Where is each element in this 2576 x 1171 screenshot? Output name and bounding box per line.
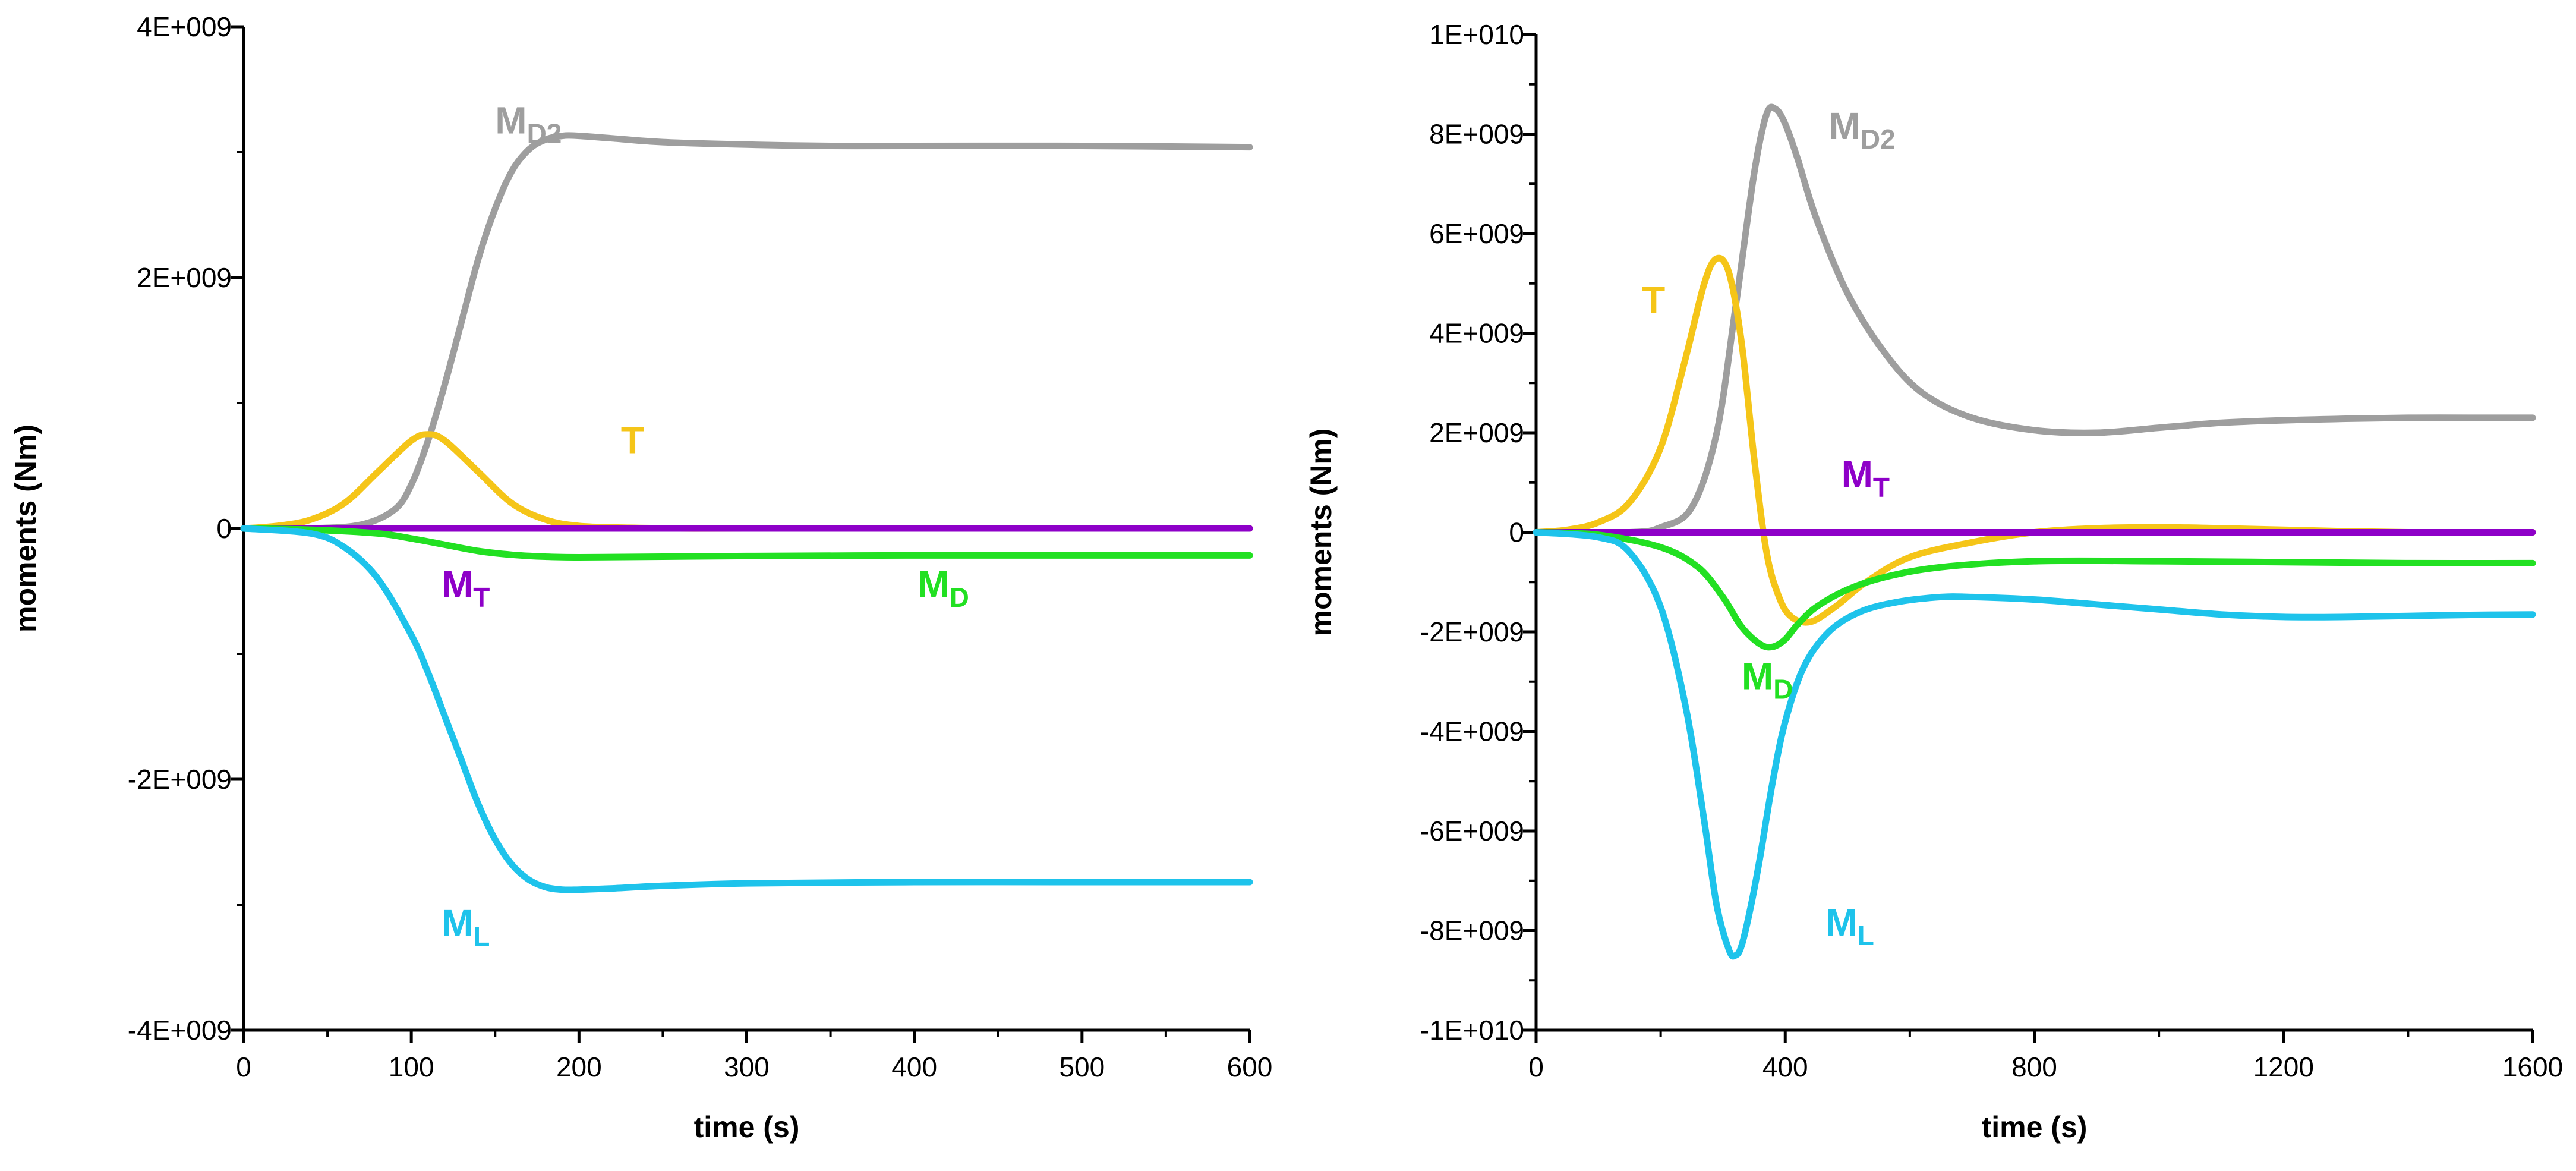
x-tick-label: 400	[1762, 1052, 1808, 1082]
series-line-m-l	[240, 525, 1253, 893]
y-tick-label: 0	[216, 513, 232, 544]
x-tick-label: 0	[236, 1052, 251, 1082]
y-tick-label: -2E+009	[128, 764, 232, 795]
x-tick-label: 300	[724, 1052, 770, 1082]
series-label-m-l: ML	[442, 902, 490, 952]
series-label-m-d2: MD2	[495, 99, 562, 149]
y-tick-label: -8E+009	[1420, 915, 1524, 946]
series-label-m-t: MT	[442, 563, 490, 613]
y-tick-label: 4E+009	[1429, 318, 1524, 349]
x-tick-label: 400	[891, 1052, 937, 1082]
y-tick-label: 4E+009	[137, 11, 232, 42]
series-label-m-d: MD	[1742, 654, 1793, 704]
y-tick-label: 2E+009	[137, 262, 232, 293]
chart-right-panel: -1E+010 -8E+009 -6E+009 -4E+009 -2E+009 0 2E+0…	[1304, 19, 2563, 1144]
series-line-t	[1533, 254, 2536, 626]
chart-left-panel: -4E+009 -2E+009 0 2E+009 4E+009 0 100 200 300 400…	[9, 11, 1272, 1144]
series-line-m-d	[240, 525, 1253, 561]
x-tick-label: 1600	[2502, 1052, 2563, 1082]
y-tick-label: 6E+009	[1429, 218, 1524, 249]
series-line-m-l	[1533, 529, 2536, 960]
series-label-m-l: ML	[1825, 901, 1874, 951]
x-tick-label: 0	[1528, 1052, 1544, 1082]
series-line-m-d	[1533, 529, 2536, 651]
y-tick-label: 0	[1509, 517, 1524, 548]
y-tick-label: -2E+009	[1420, 616, 1524, 647]
y-tick-label: -4E+009	[1420, 716, 1524, 747]
x-tick-label: 100	[389, 1052, 434, 1082]
series-label-m-d2: MD2	[1829, 105, 1896, 155]
x-tick-label: 500	[1059, 1052, 1105, 1082]
x-axis-title: time (s)	[1982, 1110, 2088, 1144]
y-tick-label: 8E+009	[1429, 119, 1524, 150]
series-label-m-t: MT	[1842, 453, 1890, 503]
x-tick-label: 1200	[2253, 1052, 2314, 1082]
y-tick-label: -6E+009	[1420, 816, 1524, 846]
x-axis-title: time (s)	[694, 1110, 800, 1144]
series-label-t: T	[1642, 279, 1665, 322]
series-label-m-d: MD	[917, 563, 969, 613]
series-label-t: T	[621, 418, 644, 461]
x-tick-label: 200	[556, 1052, 602, 1082]
series-line-m-d2	[1533, 103, 2536, 536]
y-tick-label: 2E+009	[1429, 417, 1524, 448]
y-axis-title: moments (Nm)	[1304, 428, 1338, 636]
series-line-t	[240, 431, 1253, 532]
x-tick-label: 800	[2011, 1052, 2057, 1082]
series-line-m-d2	[240, 132, 1253, 532]
y-axis-title: moments (Nm)	[9, 424, 42, 632]
y-tick-label: 1E+010	[1429, 19, 1524, 50]
y-tick-label: -4E+009	[128, 1015, 232, 1046]
y-tick-label: -1E+010	[1420, 1015, 1524, 1046]
x-tick-label: 600	[1227, 1052, 1273, 1082]
